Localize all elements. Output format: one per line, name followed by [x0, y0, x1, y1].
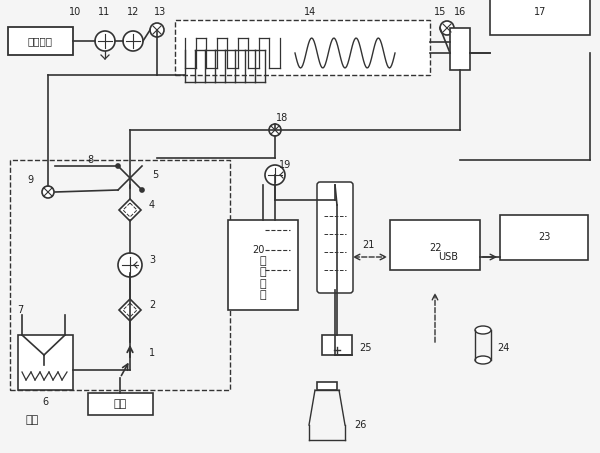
- Bar: [390, 220, 480, 270]
- Circle shape: [42, 186, 54, 198]
- Text: 纳米颗粒: 纳米颗粒: [28, 36, 53, 46]
- Bar: [88, 393, 153, 415]
- Text: 水样: 水样: [113, 399, 127, 409]
- Text: 缓
冲
溶
液: 缓 冲 溶 液: [260, 255, 266, 300]
- Bar: [8, 27, 73, 55]
- Circle shape: [118, 253, 142, 277]
- Text: 17: 17: [534, 7, 546, 17]
- Bar: [175, 20, 430, 75]
- Text: 18: 18: [276, 113, 288, 123]
- Text: 14: 14: [304, 7, 316, 17]
- Text: 12: 12: [127, 7, 139, 17]
- Text: 4: 4: [149, 200, 155, 210]
- Text: 15: 15: [434, 7, 446, 17]
- Circle shape: [95, 31, 115, 51]
- Circle shape: [440, 21, 454, 35]
- Circle shape: [123, 31, 143, 51]
- Text: 水样: 水样: [25, 415, 38, 425]
- Bar: [18, 335, 73, 390]
- Text: 3: 3: [149, 255, 155, 265]
- Bar: [10, 160, 230, 390]
- Text: 13: 13: [154, 7, 166, 17]
- Text: 2: 2: [149, 300, 155, 310]
- Text: USB: USB: [438, 252, 458, 262]
- Circle shape: [116, 164, 120, 168]
- Ellipse shape: [475, 356, 491, 364]
- Circle shape: [265, 165, 285, 185]
- Text: 1: 1: [149, 348, 155, 358]
- Text: 22: 22: [429, 243, 441, 253]
- Polygon shape: [119, 199, 141, 221]
- Ellipse shape: [475, 326, 491, 334]
- Text: 16: 16: [454, 7, 466, 17]
- Text: 10: 10: [69, 7, 81, 17]
- Text: 23: 23: [538, 232, 550, 242]
- Text: 26: 26: [354, 420, 366, 430]
- Text: 20: 20: [252, 245, 264, 255]
- Bar: [228, 220, 298, 310]
- Circle shape: [269, 124, 281, 136]
- Text: 6: 6: [42, 397, 48, 407]
- FancyBboxPatch shape: [317, 182, 353, 293]
- Text: 11: 11: [98, 7, 110, 17]
- Circle shape: [140, 188, 144, 192]
- Bar: [450, 28, 470, 70]
- Text: 19: 19: [279, 160, 291, 170]
- Bar: [322, 335, 352, 355]
- Polygon shape: [119, 299, 141, 321]
- Bar: [317, 382, 337, 390]
- Text: 21: 21: [362, 240, 374, 250]
- Bar: [500, 215, 588, 260]
- Text: 25: 25: [359, 343, 371, 353]
- Text: 9: 9: [27, 175, 33, 185]
- Circle shape: [150, 23, 164, 37]
- Text: 8: 8: [87, 155, 93, 165]
- Text: 24: 24: [497, 343, 509, 353]
- Text: 5: 5: [152, 170, 158, 180]
- Text: 7: 7: [17, 305, 23, 315]
- Bar: [490, 0, 590, 35]
